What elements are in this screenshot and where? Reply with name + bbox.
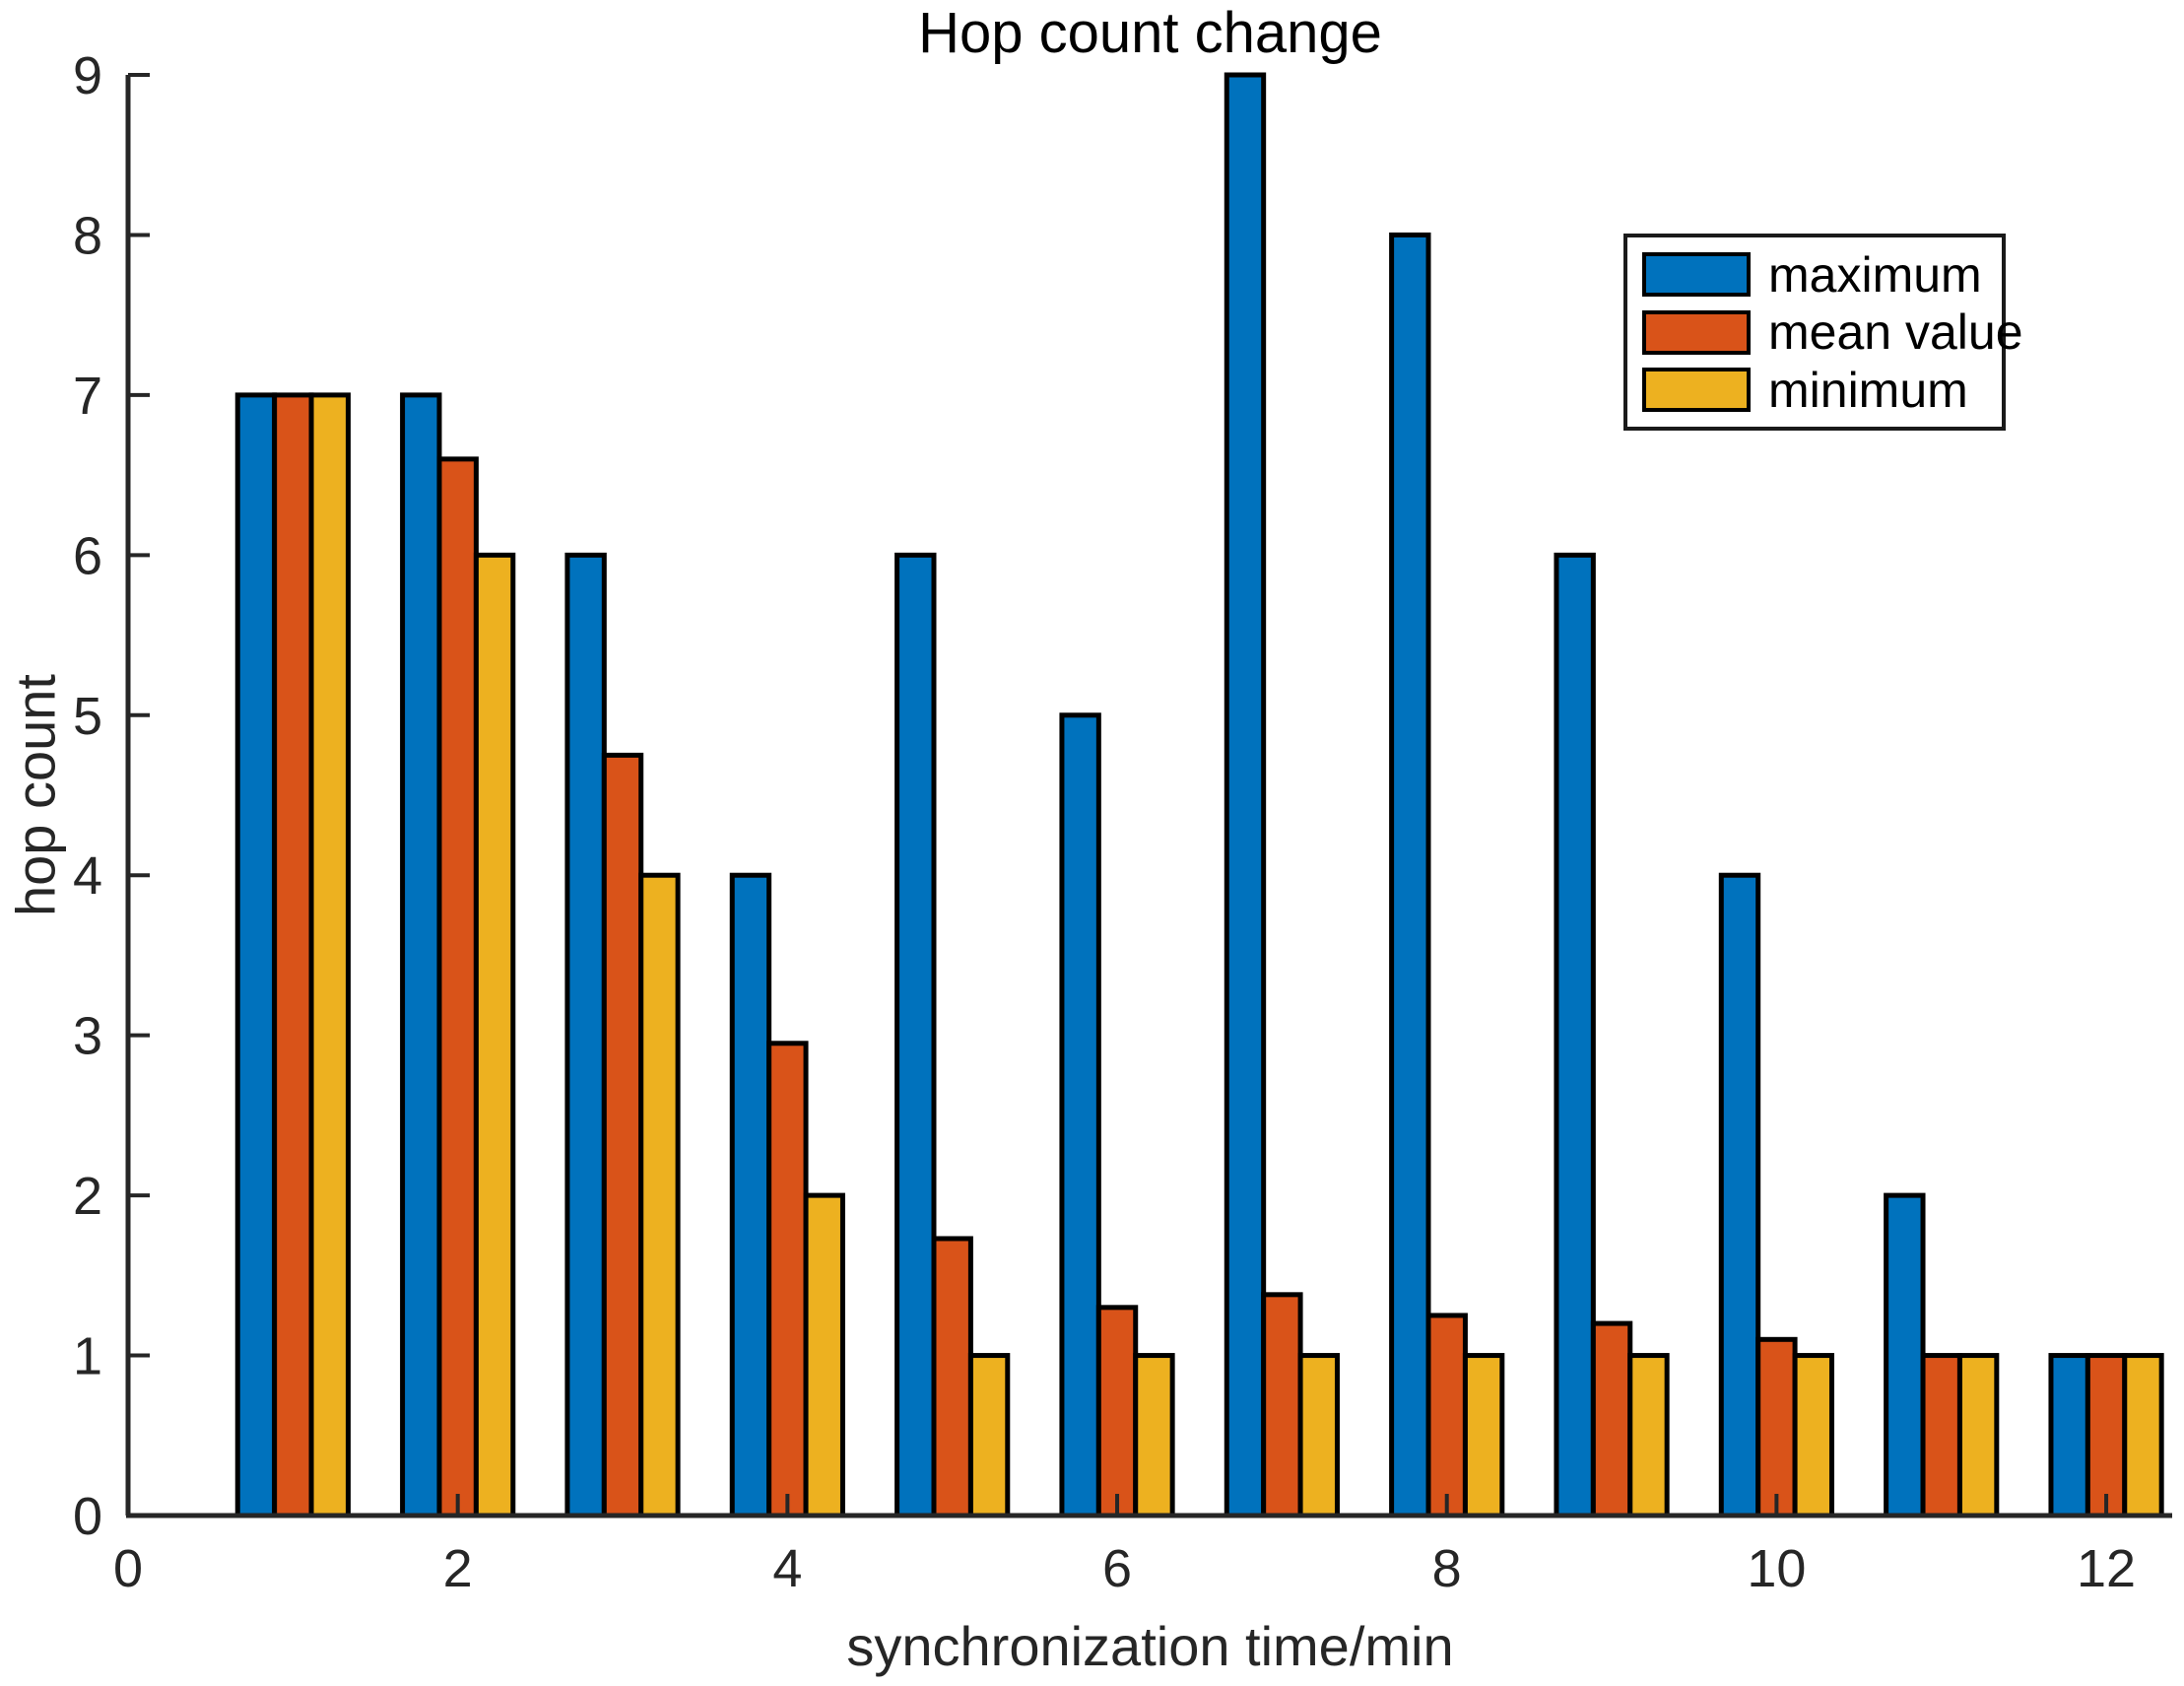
bar-mean-value-x12 [2085, 1353, 2128, 1518]
legend-label-mean-value: mean value [1768, 304, 2023, 360]
bar-maximum-x5 [894, 552, 937, 1518]
legend-swatch-minimum [1642, 368, 1751, 412]
y-tick-label: 2 [73, 1167, 102, 1226]
legend-item-minimum: minimum [1642, 366, 2002, 415]
bar-mean-value-x4 [766, 1041, 809, 1518]
x-tick-label: 2 [443, 1539, 473, 1598]
bar-minimum-x3 [638, 872, 681, 1518]
y-tick-label: 5 [73, 687, 102, 746]
x-tick-label: 12 [2077, 1539, 2136, 1598]
bar-mean-value-x11 [1920, 1353, 1962, 1518]
y-tick-label: 9 [73, 46, 102, 105]
bar-maximum-x9 [1554, 552, 1596, 1518]
bar-mean-value-x8 [1425, 1313, 1468, 1518]
bar-minimum-x2 [473, 552, 516, 1518]
bar-maximum-x4 [729, 872, 772, 1518]
bar-maximum-x8 [1389, 232, 1431, 1518]
x-axis-label: synchronization time/min [846, 1615, 1454, 1677]
bar-minimum-x9 [1627, 1353, 1670, 1518]
legend-label-minimum: minimum [1768, 362, 1968, 418]
bar-minimum-x10 [1792, 1353, 1834, 1518]
bar-minimum-x8 [1462, 1353, 1505, 1518]
x-tick-label: 0 [113, 1539, 143, 1598]
bar-maximum-x2 [400, 392, 442, 1518]
y-tick-label: 6 [73, 526, 102, 585]
bar-minimum-x12 [2122, 1353, 2164, 1518]
bar-maximum-x11 [1884, 1192, 1926, 1518]
y-tick-label: 8 [73, 206, 102, 265]
chart-title: Hop count change [918, 1, 1382, 65]
bar-mean-value-x7 [1261, 1292, 1303, 1518]
legend-swatch-mean-value [1642, 309, 1751, 355]
bar-minimum-x5 [967, 1353, 1011, 1518]
y-tick-label: 3 [73, 1007, 102, 1066]
bar-mean-value-x10 [1755, 1336, 1798, 1518]
bar-mean-value-x3 [601, 752, 644, 1518]
bar-mean-value-x9 [1590, 1320, 1633, 1518]
legend: maximum mean value minimum [1623, 234, 2023, 431]
bar-minimum-x1 [308, 392, 351, 1518]
bar-minimum-x6 [1133, 1353, 1175, 1518]
bar-mean-value-x1 [272, 392, 314, 1518]
bar-minimum-x11 [1956, 1353, 2000, 1518]
bar-maximum-x10 [1718, 872, 1761, 1518]
y-tick-label: 4 [73, 846, 102, 906]
bar-maximum-x6 [1059, 712, 1101, 1518]
legend-item-mean-value: mean value [1642, 307, 2023, 357]
x-tick-label: 8 [1432, 1539, 1462, 1598]
x-tick-label: 6 [1102, 1539, 1132, 1598]
legend-swatch-maximum [1642, 252, 1751, 297]
bar-mean-value-x5 [931, 1236, 973, 1518]
bar-maximum-x7 [1224, 72, 1267, 1518]
bar-maximum-x12 [2048, 1353, 2090, 1518]
legend-label-maximum: maximum [1768, 246, 1982, 303]
x-tick-label: 4 [772, 1539, 802, 1598]
y-tick-label: 7 [73, 367, 102, 426]
bar-minimum-x4 [803, 1192, 845, 1518]
y-tick-label: 1 [73, 1327, 102, 1386]
x-tick-label: 10 [1747, 1539, 1806, 1598]
legend-item-maximum: maximum [1642, 250, 2002, 300]
bar-mean-value-x2 [436, 456, 479, 1518]
bar-mean-value-x6 [1095, 1305, 1139, 1518]
bar-maximum-x3 [564, 552, 607, 1518]
bar-minimum-x7 [1297, 1353, 1340, 1518]
bar-maximum-x1 [234, 392, 278, 1518]
y-tick-label: 0 [73, 1487, 102, 1546]
